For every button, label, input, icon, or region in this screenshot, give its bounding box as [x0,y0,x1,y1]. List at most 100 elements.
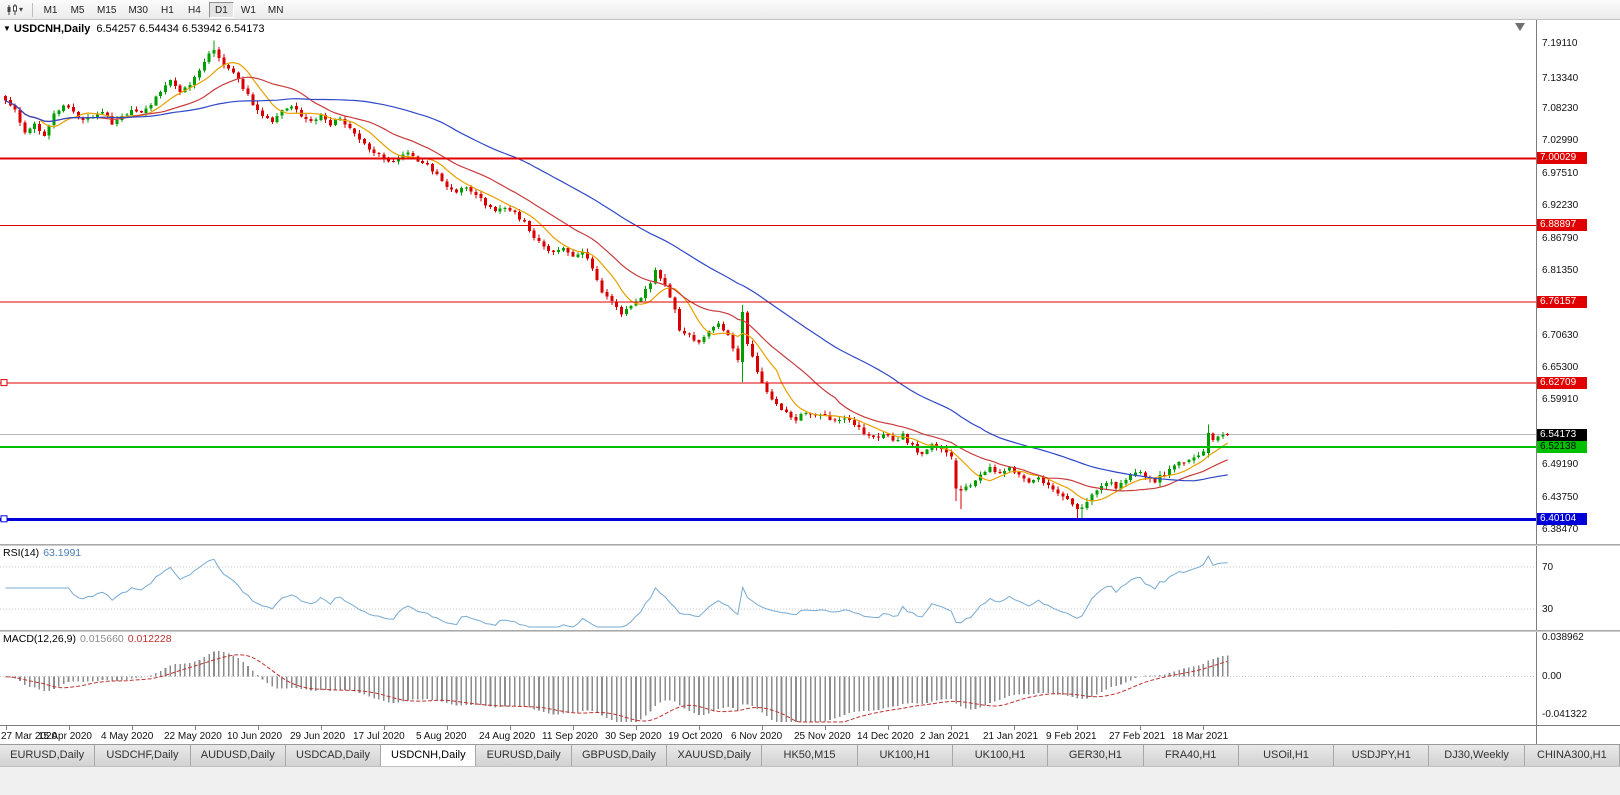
timeframe-button-w1[interactable]: W1 [240,4,256,16]
timeframe-button-h4[interactable]: H4 [188,4,201,16]
date-label: 22 May 2020 [164,731,222,742]
time-axis-tick [447,726,448,730]
panel-separator[interactable] [0,544,1620,546]
toolbar-separator [32,2,34,17]
date-label: 19 Oct 2020 [668,731,723,742]
chart-tab-eurusd-daily-0[interactable]: EURUSD,Daily [0,745,96,766]
chart-window: ▼ USDCNH,Daily 6.54257 6.54434 6.53942 6.5… [0,20,1620,744]
price-axis-tick: 6.59910 [1542,394,1579,406]
date-label: 25 Nov 2020 [794,731,851,742]
rsi-axis-tick: 30 [1542,603,1554,615]
time-axis-tick [384,726,385,730]
chart-tab-xauusd-daily-7[interactable]: XAUUSD,Daily [667,745,763,766]
time-axis-tick [1077,726,1078,730]
date-label: 15 Apr 2020 [38,731,92,742]
expand-triangle-icon[interactable]: ▼ [3,24,11,33]
time-axis-tick [1140,726,1141,730]
price-axis-tick: 7.08230 [1542,103,1579,115]
macd-label: MACD(12,26,9) [3,633,76,645]
price-axis-tick: 6.49190 [1542,459,1579,471]
chart-tab-audusd-daily-2[interactable]: AUDUSD,Daily [190,745,286,766]
time-axis-corner [1536,726,1620,744]
time-axis-tick [510,726,511,730]
level-price-tag: 7.00029 [1537,152,1587,165]
price-axis-tick: 6.38470 [1542,523,1579,535]
price-axis-tick: 6.65300 [1542,362,1579,374]
price-chart-panel[interactable]: ▼ USDCNH,Daily 6.54257 6.54434 6.53942 6.5… [0,20,1620,544]
chart-tab-usdcad-daily-3[interactable]: USDCAD,Daily [285,745,382,766]
rsi-title: RSI(14) 63.1991 [3,547,81,559]
time-axis[interactable]: 27 Mar 2020 15 Apr 2020 4 May 2020 22 May 2… [0,725,1620,744]
timeframe-button-mn[interactable]: MN [267,4,284,16]
date-label: 27 Mar 2020 [1,731,58,742]
macd-title: MACD(12,26,9) 0.015660 0.012228 [3,633,172,645]
price-axis-tick: 6.92230 [1542,199,1579,211]
time-axis-tick [1203,726,1204,730]
price-axis-tick: 6.43750 [1542,491,1579,503]
chart-tab-eurusd-daily-5[interactable]: EURUSD,Daily [476,745,572,766]
chart-tab-usoil-h1-13[interactable]: USOil,H1 [1238,745,1335,766]
date-label: 4 May 2020 [101,731,154,742]
time-axis-tick [888,726,889,730]
chart-tab-uk100-h1-10[interactable]: UK100,H1 [952,745,1049,766]
dropdown-caret-icon: ▾ [19,4,24,14]
rsi-axis-tick: 70 [1542,561,1554,573]
chart-tab-china300-h1-16[interactable]: CHINA300,H1 [1524,745,1620,766]
time-axis-tick [951,726,952,730]
date-label: 2 Jan 2021 [920,731,970,742]
panel-separator[interactable] [0,630,1620,632]
chart-tab-hk50-m15-8[interactable]: HK50,M15 [762,745,858,766]
rsi-axis[interactable]: 70 30 [1536,546,1620,630]
date-label: 9 Feb 2021 [1046,731,1097,742]
symbol-label: USDCNH,Daily [13,23,91,35]
date-label: 17 Jul 2020 [353,731,405,742]
time-axis-tick [195,726,196,730]
price-axis-tick: 6.86790 [1542,232,1579,244]
timeframe-button-m15[interactable]: M15 [97,4,117,16]
timeframe-button-m30[interactable]: M30 [128,4,148,16]
chart-type-button[interactable]: ▾ [3,1,26,19]
chart-tab-dj30-weekly-15[interactable]: DJ30,Weekly [1429,745,1525,766]
price-axis-tick: 6.81350 [1542,265,1579,277]
chart-tab-usdjpy-h1-14[interactable]: USDJPY,H1 [1334,745,1430,766]
macd-canvas [0,651,1536,723]
macd-panel[interactable]: MACD(12,26,9) 0.015660 0.012228 0.038962 0.… [0,632,1620,725]
date-label: 24 Aug 2020 [479,731,536,742]
rsi-label: RSI(14) [3,547,40,559]
level-price-tag: 6.62709 [1537,377,1587,390]
timeframe-button-m5[interactable]: M5 [70,4,85,16]
level-price-tag: 6.88897 [1537,219,1587,232]
macd-axis[interactable]: 0.038962 0.00 -0.041322 [1536,632,1620,725]
macd-axis-tick: 0.038962 [1542,631,1584,643]
chart-tab-usdcnh-daily-4[interactable]: USDCNH,Daily [381,745,477,766]
price-axis-tick: 7.13340 [1542,72,1579,84]
timeframe-button-d1[interactable]: D1 [208,1,234,18]
current-price-tag: 6.54173 [1537,428,1587,441]
chart-tab-ger30-h1-11[interactable]: GER30,H1 [1048,745,1144,766]
rsi-canvas [0,555,1536,628]
ohlc-values: 6.54257 6.54434 6.53942 6.54173 [96,23,265,35]
time-axis-tick [636,726,637,730]
price-axis-tick: 7.02990 [1542,135,1579,147]
time-axis-tick [6,726,7,730]
timeframe-button-m1[interactable]: M1 [43,4,58,16]
rsi-panel[interactable]: RSI(14) 63.1991 70 30 [0,546,1620,630]
chart-tab-uk100-h1-9[interactable]: UK100,H1 [857,745,953,766]
chart-tab-gbpusd-daily-6[interactable]: GBPUSD,Daily [571,745,668,766]
time-axis-tick [762,726,763,730]
macd-axis-tick: 0.00 [1542,671,1562,683]
price-axis-tick: 6.97510 [1542,168,1579,180]
time-axis-tick [258,726,259,730]
time-axis-tick [321,726,322,730]
timeframe-button-h1[interactable]: H1 [161,4,174,16]
chart-title: ▼ USDCNH,Daily 6.54257 6.54434 6.53942 6.5… [3,23,265,35]
time-axis-tick [573,726,574,730]
time-axis-tick [69,726,70,730]
chart-tab-fra40-h1-12[interactable]: FRA40,H1 [1143,745,1239,766]
macd-main-value: 0.015660 [79,633,124,645]
chart-tab-usdchf-daily-1[interactable]: USDCHF,Daily [95,745,191,766]
price-axis[interactable]: 7.19110 7.13340 7.08230 7.02990 6.97510 6.922… [1536,20,1620,544]
macd-axis-tick: -0.041322 [1542,708,1588,720]
date-label: 11 Sep 2020 [542,731,598,742]
